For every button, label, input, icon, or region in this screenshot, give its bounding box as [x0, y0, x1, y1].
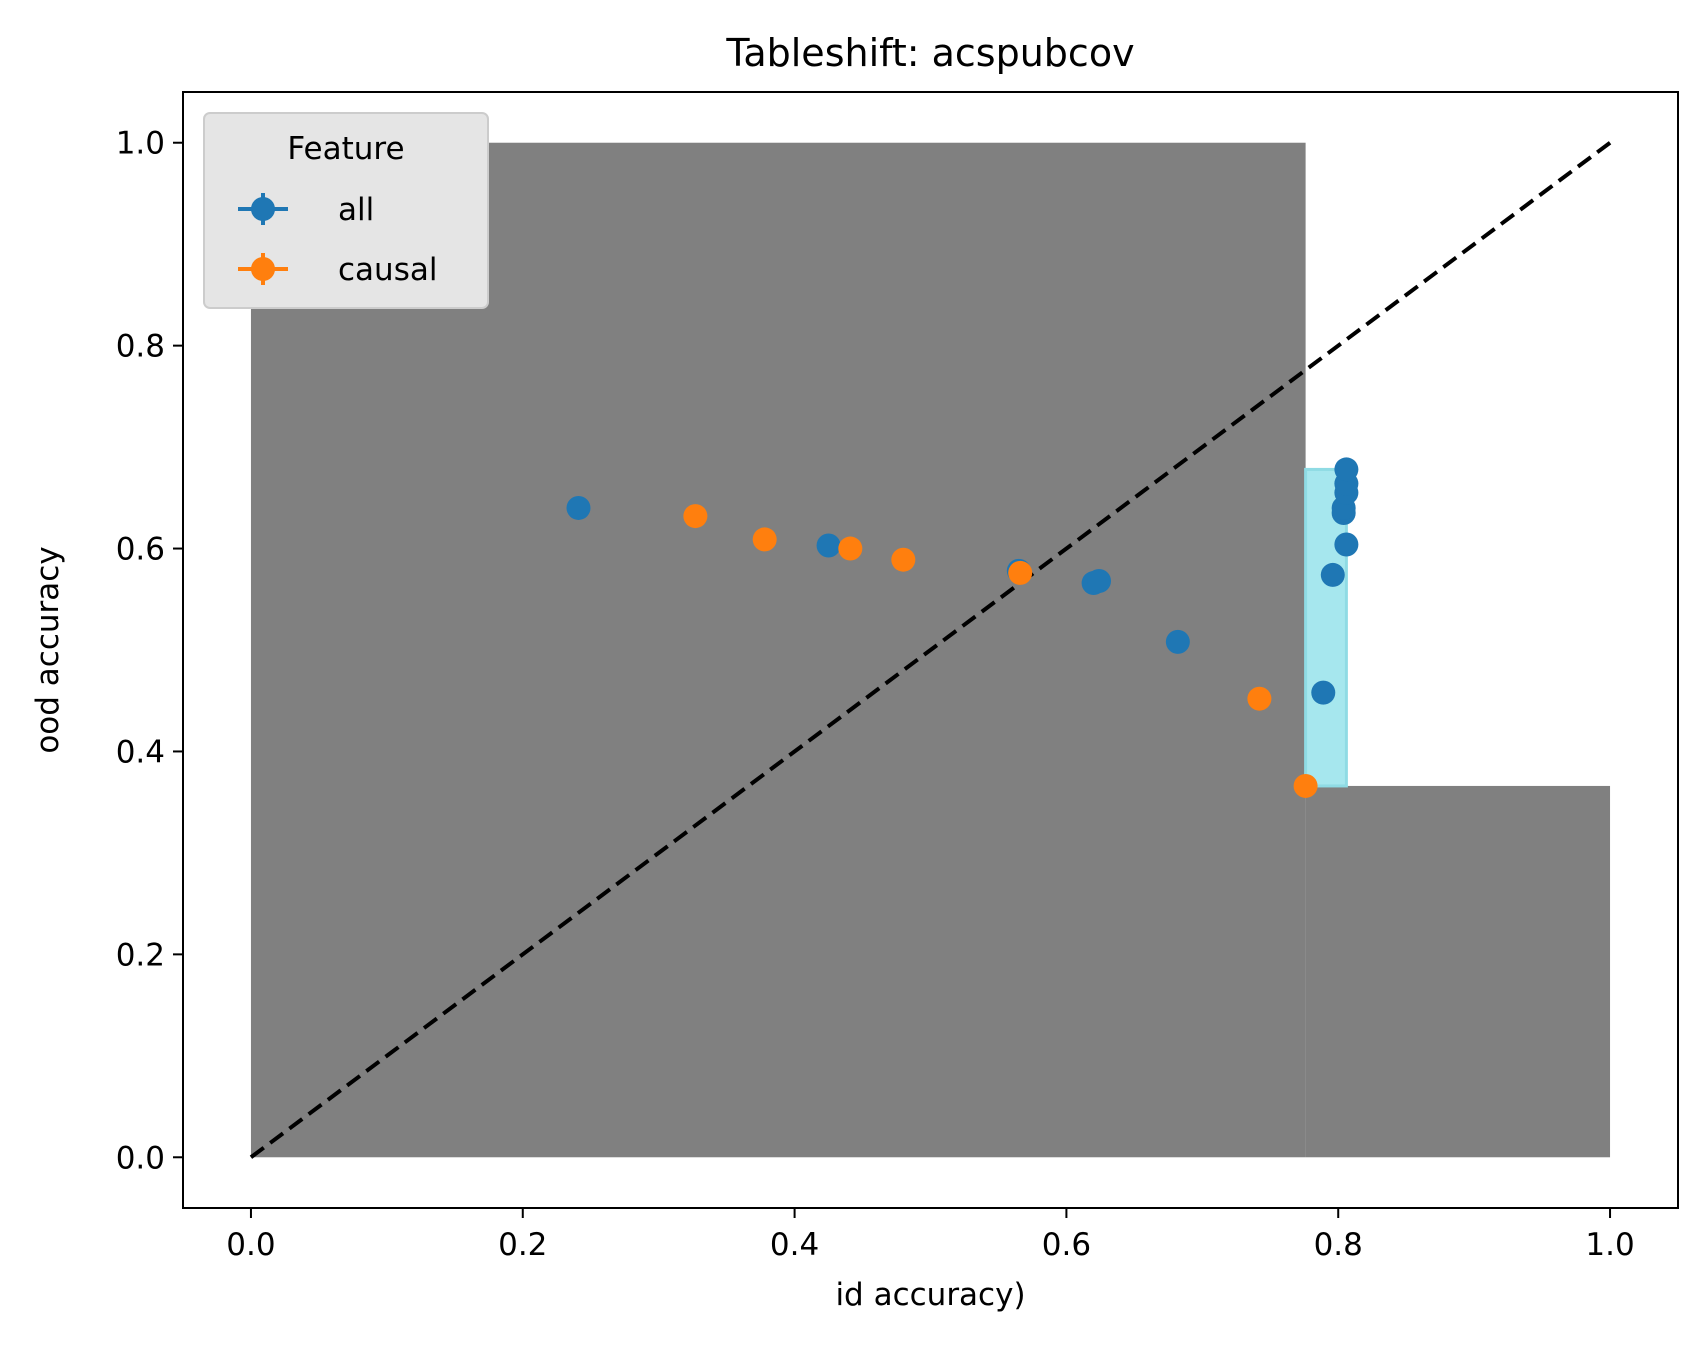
shaded-region [1305, 785, 1611, 1158]
legend: Feature all causal [203, 112, 489, 309]
data-point-all [1334, 532, 1359, 557]
x-tick-label: 0.2 [498, 1227, 547, 1263]
x-tick-label: 0.4 [770, 1227, 819, 1263]
legend-title: Feature [287, 131, 404, 167]
data-point-all [816, 533, 841, 558]
data-point-causal [891, 547, 916, 572]
y-tick-label: 0.4 [116, 734, 165, 770]
diagonal-line [249, 141, 1612, 1159]
chart-title: Tableshift: acspubcov [725, 31, 1134, 75]
data-point-all [1320, 562, 1345, 587]
data-point-causal [1247, 686, 1272, 711]
legend-marker-causal [251, 257, 275, 281]
data-point-causal [1293, 773, 1318, 798]
x-tick-label: 0.8 [1314, 1227, 1363, 1263]
legend-box [203, 112, 489, 309]
x-tick-label: 0.6 [1042, 1227, 1091, 1263]
y-tick-label: 1.0 [116, 126, 165, 162]
data-point-all [1165, 629, 1190, 654]
plot-area [249, 141, 1612, 1159]
legend-label-all: all [338, 192, 374, 228]
x-axis-label: id accuracy) [835, 1277, 1025, 1313]
data-point-all [1311, 680, 1336, 705]
data-point-all [566, 495, 591, 520]
y-tick-label: 0.6 [116, 532, 165, 568]
data-point-causal [683, 504, 708, 529]
y-tick-label: 0.0 [116, 1140, 165, 1176]
legend-marker-all [251, 197, 275, 221]
y-axis-label: ood accuracy [30, 546, 66, 753]
axes-frame [182, 91, 1679, 1209]
y-tick-label: 0.8 [116, 329, 165, 365]
data-point-all [1334, 457, 1359, 482]
axis-ticks: 0.0 0.2 0.4 0.6 0.8 1.0 0.0 0.2 0.4 0.6 0.8 1.0 [116, 126, 1635, 1263]
data-point-all [1087, 569, 1112, 594]
data-point-causal [752, 527, 777, 552]
y-tick-label: 0.2 [116, 937, 165, 973]
shaded-region [250, 142, 1306, 1158]
x-tick-label: 0.0 [226, 1227, 275, 1263]
x-tick-label: 1.0 [1585, 1227, 1634, 1263]
data-point-causal [838, 536, 863, 561]
legend-label-causal: causal [338, 252, 437, 288]
data-point-causal [1008, 560, 1033, 585]
